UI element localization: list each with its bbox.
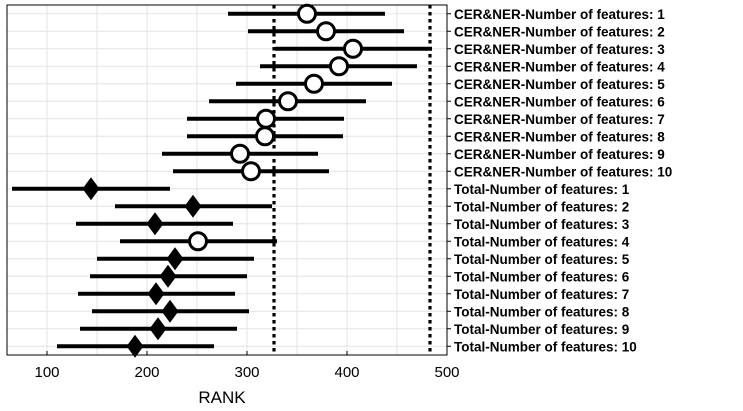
y-tick-label: CER&NER-Number of features: 10 <box>454 164 672 179</box>
intervals <box>12 11 432 349</box>
y-tick-label: Total-Number of features: 9 <box>454 322 629 337</box>
y-tick-label: CER&NER-Number of features: 4 <box>454 59 665 74</box>
y-tick-label: CER&NER-Number of features: 9 <box>454 147 665 162</box>
y-axis-labels: CER&NER-Number of features: 1 CER&NER-Num… <box>447 7 672 354</box>
x-tick-label: 200 <box>134 364 159 381</box>
circle-marker <box>230 143 250 164</box>
circle-marker <box>241 161 261 182</box>
x-axis-label: RANK <box>198 388 246 407</box>
y-tick-label: Total-Number of features: 5 <box>454 252 630 267</box>
x-tick-label: 400 <box>334 364 359 381</box>
circle-marker <box>316 21 336 42</box>
markers <box>82 3 363 358</box>
circle-marker <box>304 73 324 94</box>
diamond-marker <box>159 264 177 288</box>
y-tick-label: CER&NER-Number of features: 1 <box>454 7 665 22</box>
grid <box>7 5 448 355</box>
y-tick-label: CER&NER-Number of features: 2 <box>454 24 665 39</box>
circle-marker <box>255 126 275 147</box>
diamond-marker <box>147 282 165 306</box>
x-tick-label: 100 <box>34 364 59 381</box>
y-tick-label: Total-Number of features: 4 <box>454 234 630 249</box>
y-tick-label: Total-Number of features: 1 <box>454 182 630 197</box>
x-axis: 100 200 300 400 500 <box>34 351 460 381</box>
diamond-marker <box>161 299 179 323</box>
y-tick-label: CER&NER-Number of features: 3 <box>454 42 665 57</box>
x-tick-label: 300 <box>234 364 259 381</box>
y-tick-label: Total-Number of features: 10 <box>454 339 637 354</box>
diamond-marker <box>126 334 144 358</box>
y-tick-label: CER&NER-Number of features: 7 <box>454 112 665 127</box>
y-tick-label: Total-Number of features: 2 <box>454 199 629 214</box>
reference-lines <box>272 5 432 355</box>
circle-marker <box>256 108 276 129</box>
y-tick-label: CER&NER-Number of features: 5 <box>454 77 665 92</box>
diamond-marker <box>146 212 164 236</box>
diamond-marker <box>149 317 167 341</box>
circle-marker <box>329 56 349 77</box>
y-tick-label: Total-Number of features: 3 <box>454 217 630 232</box>
circle-marker <box>297 3 317 24</box>
circle-marker <box>343 38 363 59</box>
y-tick-label: Total-Number of features: 7 <box>454 287 629 302</box>
diamond-marker <box>184 194 202 218</box>
y-tick-label: Total-Number of features: 6 <box>454 269 630 284</box>
diamond-marker <box>82 177 100 201</box>
circle-marker <box>278 91 298 112</box>
y-tick-label: CER&NER-Number of features: 6 <box>454 94 665 109</box>
y-tick-label: CER&NER-Number of features: 8 <box>454 129 665 144</box>
y-tick-label: Total-Number of features: 8 <box>454 304 630 319</box>
diamond-marker <box>166 247 184 271</box>
x-tick-label: 500 <box>434 364 459 381</box>
plot-area <box>6 4 448 356</box>
circle-marker <box>188 231 208 252</box>
